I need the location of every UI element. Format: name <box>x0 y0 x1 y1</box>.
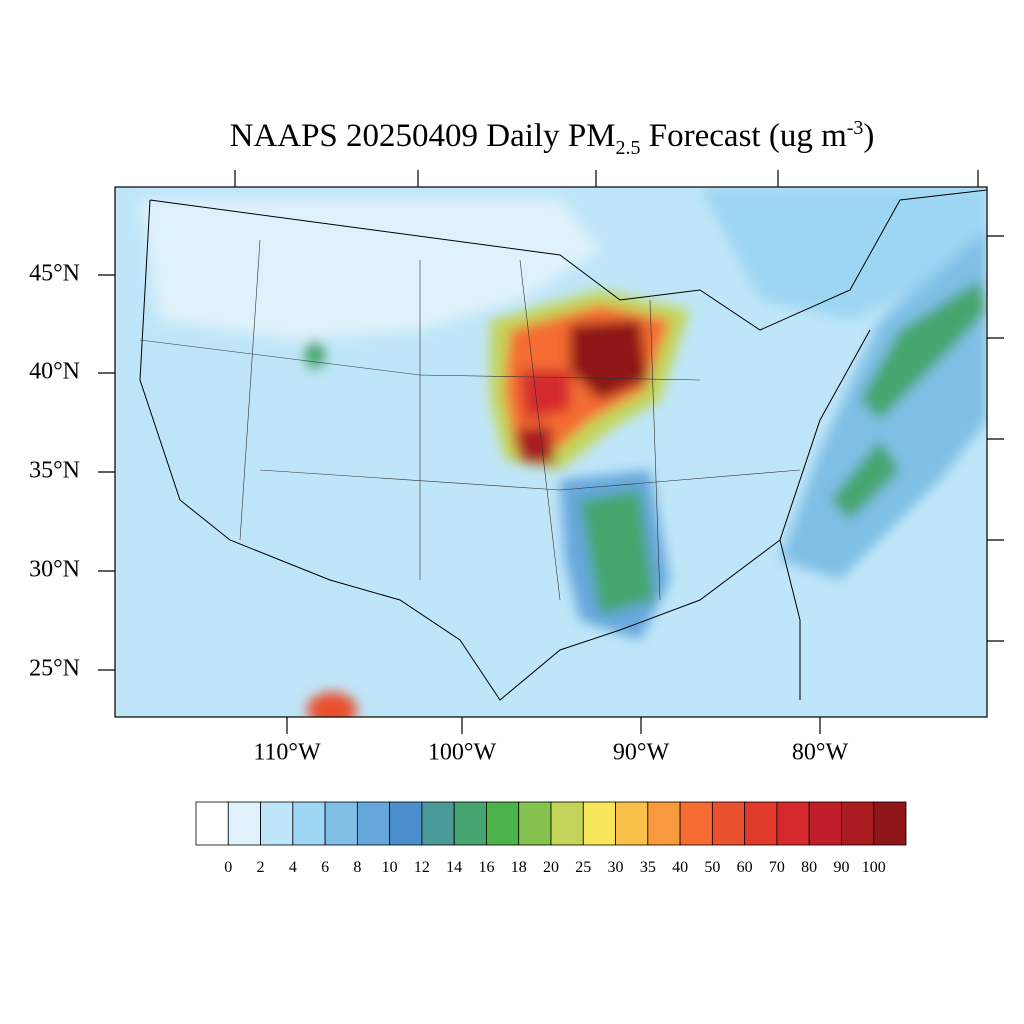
colorbar-box <box>873 801 907 846</box>
lon-label: 110°W <box>253 740 321 766</box>
title-sup: -3 <box>847 117 864 139</box>
colorbar-label: 90 <box>833 859 849 876</box>
lat-label: 25°N <box>29 656 80 682</box>
colorbar-box <box>292 801 326 846</box>
colorbar-box <box>615 801 649 846</box>
colorbar-label: 18 <box>511 859 527 876</box>
colorbar-label: 80 <box>801 859 817 876</box>
colorbar-box <box>711 801 746 846</box>
title-after: Forecast (ug m <box>641 118 848 154</box>
colorbar-box <box>356 801 391 846</box>
lat-label: 35°N <box>29 458 80 484</box>
colorbar-label: 6 <box>321 859 329 876</box>
title-sub: 2.5 <box>616 137 641 159</box>
colorbar-label: 30 <box>608 859 624 876</box>
colorbar-label: 60 <box>737 859 753 876</box>
colorbar-box <box>260 801 294 846</box>
colorbar-box <box>776 801 810 846</box>
colorbar-label: 70 <box>769 859 785 876</box>
lon-label: 80°W <box>792 740 849 766</box>
axis-labels: 45°N 40°N 35°N 30°N 25°N 110°W 100°W 90°W 80°W <box>29 261 848 766</box>
colorbar-box <box>679 801 713 846</box>
colorbar-label: 4 <box>289 859 297 876</box>
lat-label: 40°N <box>29 359 80 385</box>
lat-label: 45°N <box>29 261 80 287</box>
colorbar-label: 12 <box>414 859 430 876</box>
colorbar-box <box>421 801 455 846</box>
colorbar-box <box>324 801 358 846</box>
lon-label: 90°W <box>613 740 670 766</box>
colorbar-box <box>195 801 229 846</box>
title-main: NAAPS 20250409 Daily PM <box>230 118 616 154</box>
colorbar-label: 14 <box>446 859 462 876</box>
title: NAAPS 20250409 Daily PM2.5 Forecast (ug … <box>230 117 875 159</box>
colorbar-label: 50 <box>704 859 720 876</box>
colorbar-box <box>453 801 487 846</box>
map <box>115 187 987 717</box>
colorbar-label: 40 <box>672 859 688 876</box>
colorbar-label: 100 <box>862 859 886 876</box>
colorbar-label: 35 <box>640 859 656 876</box>
frame-ticks <box>98 170 1004 734</box>
colorbar-box <box>744 801 778 846</box>
colorbar-box <box>550 801 584 846</box>
colorbar-label: 10 <box>382 859 398 876</box>
colorbar-box <box>486 801 520 846</box>
colorbar-box <box>808 801 842 846</box>
colorbar-label: 20 <box>543 859 559 876</box>
lat-label: 30°N <box>29 557 80 583</box>
colorbar-label: 2 <box>257 859 265 876</box>
lon-label: 100°W <box>428 740 497 766</box>
colorbar: 0 2 4 6 8 10 12 14 16 18 20 25 30 35 40 50 60 70 80 90 100 <box>195 801 907 876</box>
colorbar-label: 0 <box>224 859 232 876</box>
colorbar-box <box>582 801 616 846</box>
colorbar-box <box>518 801 552 846</box>
colorbar-label: 8 <box>353 859 361 876</box>
colorbar-label: 16 <box>478 859 494 876</box>
colorbar-label: 25 <box>575 859 591 876</box>
colorbar-box <box>841 801 875 846</box>
colorbar-box <box>389 801 423 846</box>
colorbar-box <box>647 801 681 846</box>
colorbar-box <box>227 801 261 846</box>
map-frame <box>114 186 988 718</box>
title-end: ) <box>863 118 874 154</box>
